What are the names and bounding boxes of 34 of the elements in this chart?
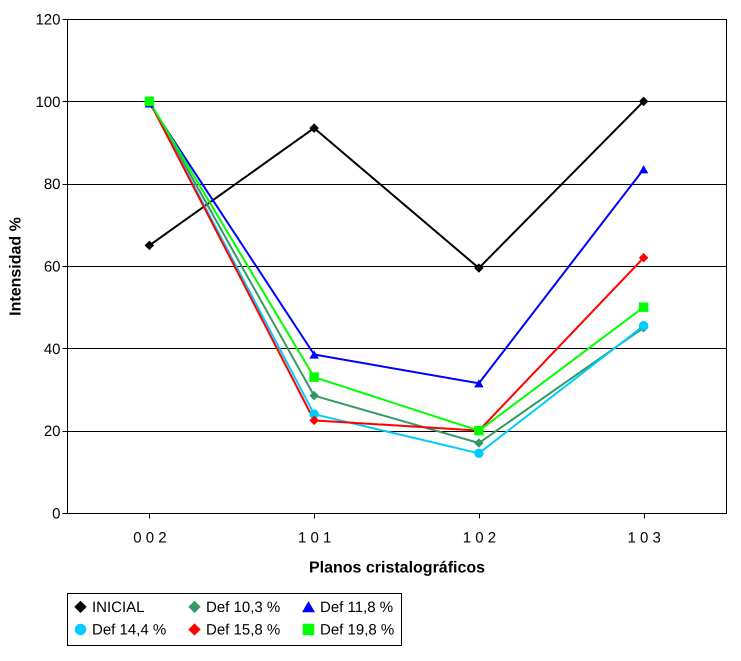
y-tick-label: 40	[44, 340, 60, 358]
point	[474, 263, 484, 273]
point	[638, 320, 648, 330]
point	[638, 253, 648, 263]
point	[309, 350, 319, 359]
y-tick-label: 120	[35, 12, 60, 28]
y-axis-title: Intensidad %	[7, 217, 24, 316]
y-tick-label: 20	[44, 423, 60, 440]
point	[474, 448, 484, 458]
y-tick-label: 80	[44, 176, 60, 194]
point	[638, 302, 648, 312]
legend-label: Def 15,8 %	[206, 622, 280, 638]
x-axis-title: Planos cristalográficos	[308, 560, 486, 576]
point	[309, 123, 319, 133]
point	[474, 379, 484, 388]
y-tick-label: 100	[35, 94, 60, 111]
point	[309, 416, 319, 426]
legend-label: Def 10,3 %	[206, 598, 280, 616]
x-tick-label: 1 0 1	[298, 530, 332, 546]
x-tick-label: 1 0 3	[627, 530, 661, 546]
point	[309, 390, 319, 400]
point	[309, 372, 319, 382]
x-tick-label: 0 0 2	[133, 530, 167, 546]
y-tick-label: 0	[52, 506, 60, 522]
legend-label: Def 19,8 %	[320, 622, 394, 638]
point	[474, 438, 484, 448]
x-tick-label: 1 0 2	[462, 530, 496, 546]
y-tick-label: 60	[44, 258, 60, 276]
legend-label: Def 14,4 %	[92, 622, 166, 638]
point	[638, 96, 648, 106]
legend-label: INICIAL	[92, 598, 145, 616]
point	[638, 165, 648, 174]
point	[144, 240, 154, 250]
legend-label: Def 11,8 %	[320, 599, 394, 616]
